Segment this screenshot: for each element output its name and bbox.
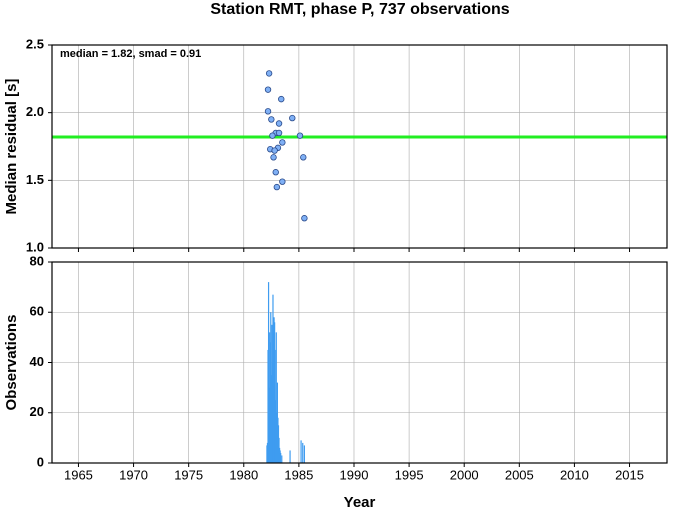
x-axis-label: Year xyxy=(344,494,376,511)
x-tick-label: 1995 xyxy=(395,467,424,482)
x-tick-label: 1975 xyxy=(174,467,203,482)
bar xyxy=(280,452,282,463)
point xyxy=(278,95,285,103)
point xyxy=(270,154,277,161)
y-tick-label: 80 xyxy=(30,253,44,268)
y-tick-label: 20 xyxy=(30,404,44,419)
bar xyxy=(302,442,304,463)
x-tick-label: 2005 xyxy=(505,467,534,482)
y-tick-label: 1.0 xyxy=(26,239,44,254)
point xyxy=(275,120,283,127)
y-tick-label: 60 xyxy=(30,304,44,319)
point xyxy=(300,154,307,161)
point xyxy=(271,147,278,154)
plot-frame xyxy=(51,261,668,464)
y-tick-label: 2.0 xyxy=(26,104,44,119)
x-tick-label: 2015 xyxy=(615,467,644,482)
y-tick-label: 2.5 xyxy=(26,36,44,51)
annotation: median = 1.82, smad = 0.91 xyxy=(60,48,201,60)
y-tick-label: 40 xyxy=(30,354,44,369)
x-tick-label: 1965 xyxy=(64,467,93,482)
point xyxy=(265,70,273,77)
x-tick-label: 1980 xyxy=(229,467,258,482)
bar xyxy=(303,445,305,463)
x-tick-label: 1990 xyxy=(340,467,369,482)
bar xyxy=(275,332,277,463)
bar xyxy=(289,450,291,463)
point xyxy=(275,129,283,137)
y-tick-label: 0 xyxy=(37,454,44,469)
chart-title: Station RMT, phase P, 737 observations xyxy=(210,1,509,18)
point xyxy=(301,215,308,222)
x-tick-label: 2010 xyxy=(560,467,589,482)
plot-frame xyxy=(51,44,668,249)
point xyxy=(269,132,276,139)
point xyxy=(279,178,286,185)
y-axis-label: Observations xyxy=(3,315,20,411)
y-axis-label: Median residual [s] xyxy=(3,79,20,215)
point xyxy=(264,108,272,115)
bar xyxy=(281,455,283,463)
point xyxy=(279,139,286,146)
x-tick-label: 2000 xyxy=(450,467,479,482)
bar xyxy=(300,440,302,463)
y-tick-label: 1.5 xyxy=(26,172,44,187)
bar xyxy=(267,282,270,463)
point xyxy=(296,132,304,139)
x-tick-label: 1985 xyxy=(284,467,313,482)
point xyxy=(289,114,296,122)
x-tick-label: 1970 xyxy=(119,467,148,482)
point xyxy=(272,169,279,176)
point xyxy=(264,86,272,93)
point xyxy=(268,116,275,123)
point xyxy=(273,183,281,191)
